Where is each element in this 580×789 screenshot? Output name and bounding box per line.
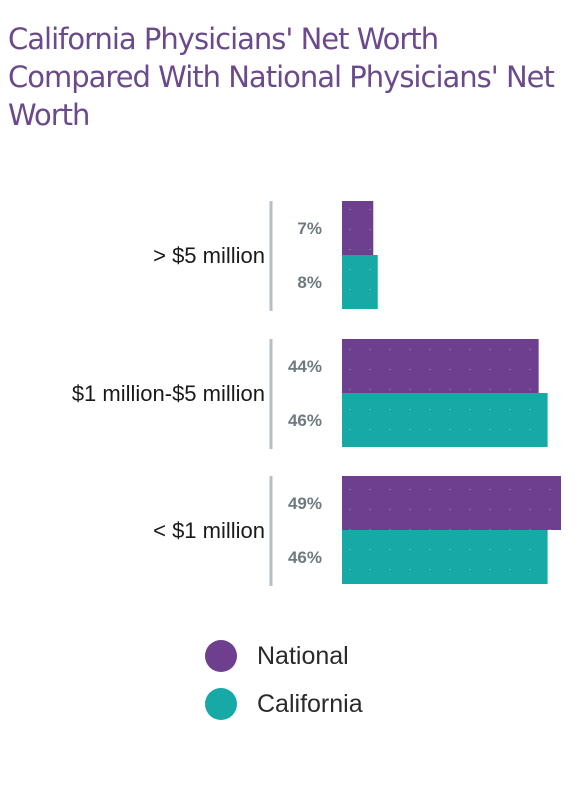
chart-title: California Physicians' Net Worth Compare… — [8, 22, 555, 132]
bar-texture — [342, 339, 539, 393]
category-label: $1 million-$5 million — [72, 381, 265, 406]
legend-dot-national — [205, 640, 237, 672]
category-label: > $5 million — [153, 243, 265, 268]
value-label: 8% — [297, 273, 322, 292]
bar-chart: > $5 million 7% 8% $1 million-$5 million 44%… — [72, 201, 561, 586]
value-label: 46% — [288, 411, 322, 430]
bar-texture — [342, 255, 378, 309]
bar-group: > $5 million 7% 8% — [153, 201, 378, 311]
bar-texture — [342, 530, 548, 584]
bar-texture — [342, 393, 548, 447]
value-label: 49% — [288, 494, 322, 513]
legend-item-national: National — [205, 632, 363, 680]
legend-item-california: California — [205, 680, 363, 728]
bar-texture — [342, 201, 374, 255]
legend: National California — [205, 632, 363, 728]
legend-label-california: California — [257, 689, 363, 718]
legend-dot-california — [205, 688, 237, 720]
bar-group: < $1 million 49% 46% — [153, 476, 561, 586]
value-label: 44% — [288, 357, 322, 376]
value-label: 46% — [288, 548, 322, 567]
bar-texture — [342, 476, 561, 530]
value-label: 7% — [297, 219, 322, 238]
bar-group: $1 million-$5 million 44% 46% — [72, 339, 548, 449]
legend-label-national: National — [257, 641, 349, 670]
category-label: < $1 million — [153, 518, 265, 543]
